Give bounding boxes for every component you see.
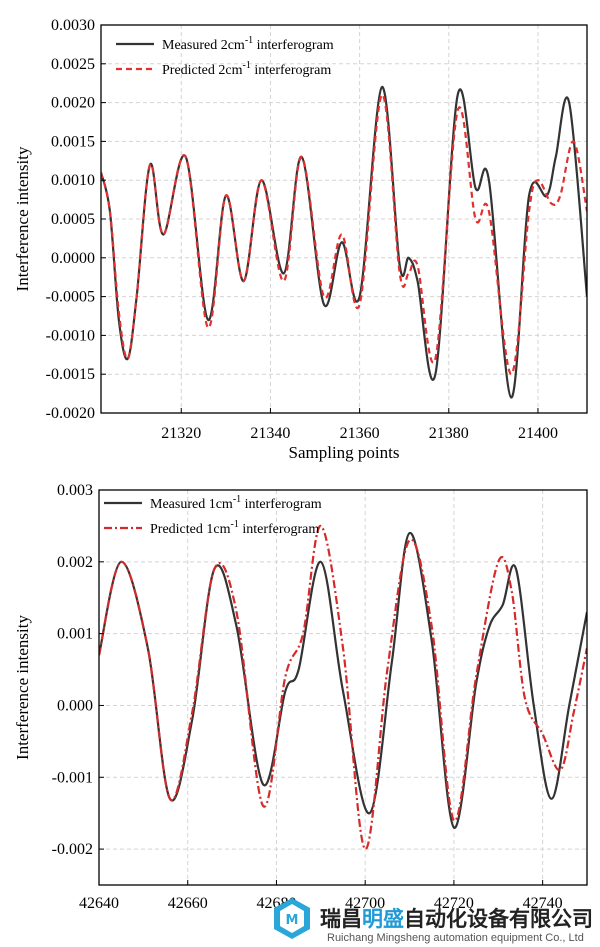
y-tick-label: -0.001 bbox=[52, 769, 93, 786]
x-tick-label: 42720 bbox=[434, 895, 474, 912]
series-line-measured bbox=[101, 85, 587, 399]
legend-entry: Predicted 2cm-1 interferogram bbox=[116, 60, 331, 78]
x-tick-label: 21400 bbox=[518, 425, 558, 442]
y-axis-label: Interference intensity bbox=[13, 146, 32, 291]
legend-label: Measured 2cm-1 interferogram bbox=[162, 35, 334, 53]
watermark-logo-icon: M bbox=[274, 898, 310, 939]
legend-label: Measured 1cm-1 interferogram bbox=[150, 494, 322, 512]
y-tick-label: -0.002 bbox=[52, 841, 93, 858]
legend-entry: Measured 1cm-1 interferogram bbox=[104, 494, 322, 512]
watermark-company-cn: 瑞昌明盛自动化设备有限公司 bbox=[320, 907, 593, 931]
x-tick-label: 42660 bbox=[168, 895, 208, 912]
legend-entry: Measured 2cm-1 interferogram bbox=[116, 35, 334, 53]
y-tick-label: 0.0005 bbox=[51, 211, 95, 228]
legend-entry: Predicted 1cm-1 interferogram bbox=[104, 519, 319, 537]
y-tick-label: -0.0010 bbox=[46, 327, 95, 344]
legend-label: Predicted 1cm-1 interferogram bbox=[150, 519, 319, 537]
y-tick-label: -0.0005 bbox=[46, 289, 95, 306]
y-tick-label: 0.0025 bbox=[51, 56, 95, 73]
y-tick-label: 0.0010 bbox=[51, 172, 95, 189]
plot-frame bbox=[98, 489, 588, 886]
y-tick-label: 0.000 bbox=[57, 697, 93, 714]
y-tick-label: 0.001 bbox=[57, 626, 93, 643]
svg-text:M: M bbox=[286, 913, 299, 928]
series-line-predicted bbox=[99, 524, 587, 851]
y-tick-label: 0.0000 bbox=[51, 250, 95, 267]
y-tick-label: -0.0020 bbox=[46, 405, 95, 422]
watermark-company-en: Ruichang Mingsheng automation equipment … bbox=[327, 932, 584, 944]
y-axis-label: Interference intensity bbox=[13, 615, 32, 760]
y-tick-label: 0.0015 bbox=[51, 133, 95, 150]
y-tick-label: 0.0030 bbox=[51, 17, 95, 34]
x-axis-label: Sampling points bbox=[289, 443, 400, 462]
y-tick-label: 0.0020 bbox=[51, 95, 95, 112]
x-tick-label: 21360 bbox=[340, 425, 380, 442]
chart-top: 21320 21340 21360 21380 21400 -0.0020 -0.0015 -… bbox=[13, 17, 588, 462]
y-tick-label: 0.003 bbox=[57, 482, 93, 499]
x-tick-label: 21340 bbox=[250, 425, 290, 442]
y-tick-label: -0.0015 bbox=[46, 366, 95, 383]
watermark: M 瑞昌明盛自动化设备有限公司 Ruichang Mingsheng autom… bbox=[274, 898, 593, 944]
series-line-measured bbox=[99, 531, 587, 829]
series-line-predicted bbox=[101, 93, 587, 376]
x-tick-label: 42700 bbox=[345, 895, 385, 912]
y-tick-label: 0.002 bbox=[57, 554, 93, 571]
legend-label: Predicted 2cm-1 interferogram bbox=[162, 60, 331, 78]
x-tick-label: 21380 bbox=[429, 425, 469, 442]
x-tick-label: 42740 bbox=[523, 895, 563, 912]
x-tick-label: 42640 bbox=[79, 895, 119, 912]
x-tick-label: 21320 bbox=[161, 425, 201, 442]
chart-bottom: 42640 42660 42680 42700 42720 42740-0.002-0.0… bbox=[13, 482, 588, 934]
